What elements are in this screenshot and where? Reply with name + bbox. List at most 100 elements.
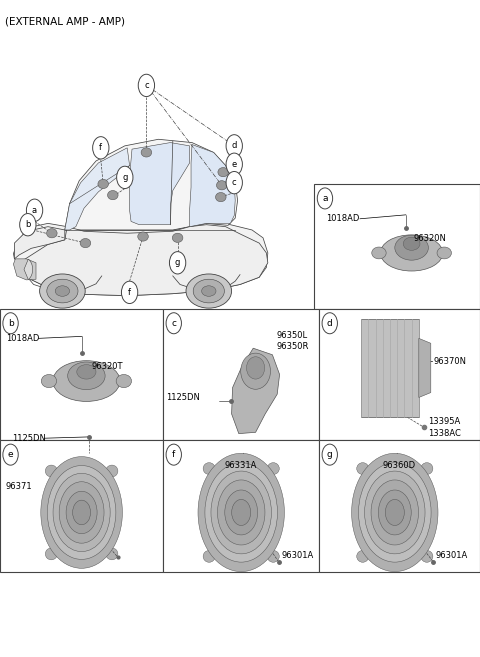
Text: 96301A: 96301A <box>281 551 313 560</box>
Ellipse shape <box>267 551 279 562</box>
Ellipse shape <box>47 279 78 303</box>
Polygon shape <box>130 143 190 225</box>
Circle shape <box>225 490 258 535</box>
Text: 96350L: 96350L <box>276 330 308 340</box>
Ellipse shape <box>53 361 120 401</box>
Circle shape <box>217 480 265 545</box>
Text: a: a <box>32 206 37 215</box>
Wedge shape <box>24 259 33 280</box>
Circle shape <box>211 471 272 554</box>
Circle shape <box>322 444 337 465</box>
Polygon shape <box>190 145 235 227</box>
Ellipse shape <box>40 274 85 308</box>
Text: 1018AD: 1018AD <box>6 334 39 343</box>
Text: g: g <box>175 258 180 267</box>
Ellipse shape <box>216 193 226 202</box>
Ellipse shape <box>106 465 118 477</box>
Polygon shape <box>65 148 130 230</box>
Ellipse shape <box>203 551 215 562</box>
Ellipse shape <box>357 463 369 474</box>
Circle shape <box>385 499 404 526</box>
Text: 1338AC: 1338AC <box>428 429 461 438</box>
Circle shape <box>232 499 251 526</box>
Text: 96320T: 96320T <box>91 362 123 371</box>
Bar <box>319 309 480 440</box>
Circle shape <box>166 444 181 465</box>
Bar <box>319 440 480 572</box>
Text: e: e <box>8 450 13 459</box>
Text: b: b <box>8 319 13 328</box>
Ellipse shape <box>403 237 420 250</box>
Bar <box>163 440 319 572</box>
Ellipse shape <box>247 357 265 379</box>
Ellipse shape <box>108 191 118 200</box>
Circle shape <box>66 491 97 533</box>
Ellipse shape <box>116 374 132 388</box>
Text: c: c <box>171 319 176 328</box>
Text: d: d <box>231 141 237 150</box>
Ellipse shape <box>77 365 96 379</box>
Circle shape <box>378 490 411 535</box>
Ellipse shape <box>141 148 152 157</box>
Ellipse shape <box>41 374 57 388</box>
Polygon shape <box>65 139 238 230</box>
Ellipse shape <box>372 247 386 259</box>
Ellipse shape <box>47 229 57 238</box>
Text: a: a <box>322 194 328 203</box>
Circle shape <box>359 463 431 562</box>
Text: 1018AD: 1018AD <box>326 214 360 223</box>
Bar <box>0 440 163 572</box>
Ellipse shape <box>267 463 279 474</box>
Bar <box>361 319 419 417</box>
Ellipse shape <box>55 286 70 296</box>
Circle shape <box>226 153 242 175</box>
Text: b: b <box>25 220 31 229</box>
Circle shape <box>317 188 333 209</box>
Text: g: g <box>122 173 128 182</box>
Circle shape <box>351 453 438 572</box>
Ellipse shape <box>138 232 148 241</box>
Polygon shape <box>13 223 268 296</box>
Text: 96370N: 96370N <box>433 357 466 366</box>
Ellipse shape <box>68 362 105 390</box>
Ellipse shape <box>186 274 232 308</box>
Ellipse shape <box>357 551 369 562</box>
Circle shape <box>226 171 242 194</box>
Text: 13395A: 13395A <box>428 417 461 426</box>
Circle shape <box>121 281 138 304</box>
Ellipse shape <box>421 551 433 562</box>
Bar <box>163 309 319 440</box>
Circle shape <box>198 453 284 572</box>
Bar <box>314 184 480 309</box>
Ellipse shape <box>218 168 228 177</box>
Circle shape <box>371 480 419 545</box>
Text: c: c <box>144 81 149 90</box>
Circle shape <box>59 482 104 543</box>
Circle shape <box>48 466 116 559</box>
Circle shape <box>322 313 337 334</box>
Ellipse shape <box>241 353 271 389</box>
Polygon shape <box>232 348 279 434</box>
Text: d: d <box>327 319 333 328</box>
Circle shape <box>205 463 277 562</box>
Circle shape <box>53 473 110 552</box>
Text: 96371: 96371 <box>6 482 32 491</box>
Text: 96350R: 96350R <box>276 342 309 351</box>
Circle shape <box>138 74 155 97</box>
Text: 1125DN: 1125DN <box>166 393 200 402</box>
Ellipse shape <box>98 179 108 189</box>
Circle shape <box>26 199 43 221</box>
Circle shape <box>3 444 18 465</box>
Ellipse shape <box>216 181 227 190</box>
Ellipse shape <box>203 463 215 474</box>
Polygon shape <box>19 225 268 296</box>
Circle shape <box>72 500 91 525</box>
Text: 1125DN: 1125DN <box>12 434 46 443</box>
Ellipse shape <box>45 465 57 477</box>
Text: g: g <box>327 450 333 459</box>
Circle shape <box>364 471 425 554</box>
Ellipse shape <box>45 548 57 560</box>
Ellipse shape <box>193 279 225 303</box>
Text: c: c <box>232 178 237 187</box>
Circle shape <box>117 166 133 189</box>
